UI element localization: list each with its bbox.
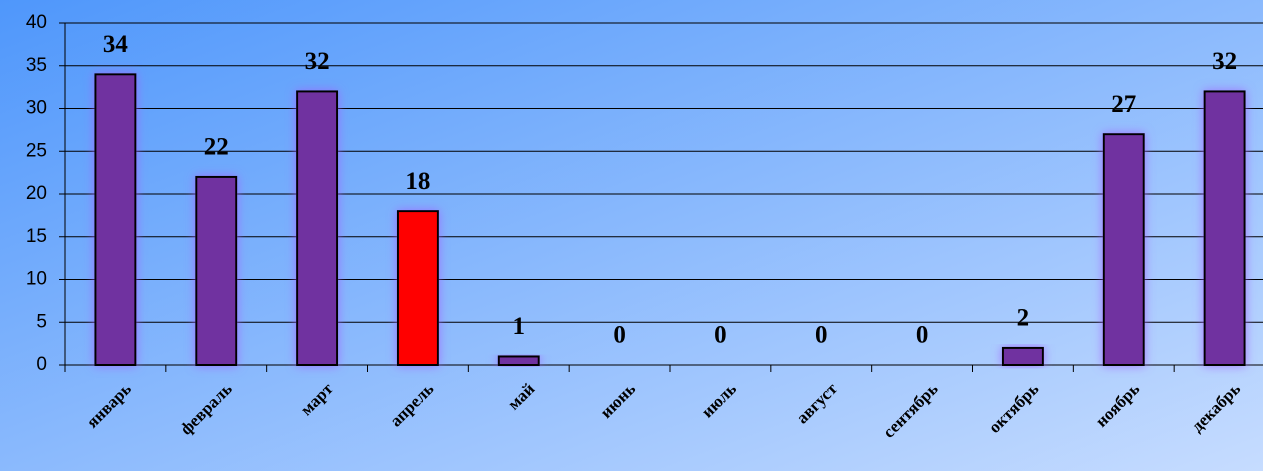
y-tick-label: 0 xyxy=(36,354,47,375)
bar xyxy=(497,355,540,367)
y-tick-label: 30 xyxy=(26,98,47,119)
bar xyxy=(1001,346,1044,366)
bar xyxy=(195,175,238,366)
bar xyxy=(296,90,339,367)
bar xyxy=(1203,90,1246,367)
data-label: 2 xyxy=(1017,305,1030,332)
data-label: 32 xyxy=(305,48,330,75)
bar xyxy=(1102,133,1145,366)
data-label: 18 xyxy=(405,168,430,195)
y-tick-label: 25 xyxy=(26,140,47,161)
data-label: 0 xyxy=(714,322,727,349)
bar xyxy=(396,210,439,366)
y-tick-label: 35 xyxy=(26,55,47,76)
y-tick-label: 10 xyxy=(26,269,47,290)
data-label: 0 xyxy=(916,322,929,349)
y-tick-label: 20 xyxy=(26,183,47,204)
data-label: 0 xyxy=(613,322,626,349)
data-label: 22 xyxy=(204,134,229,161)
y-tick-label: 5 xyxy=(36,311,47,332)
data-label: 27 xyxy=(1111,91,1136,118)
data-label: 0 xyxy=(815,322,828,349)
y-tick-label: 40 xyxy=(26,12,47,33)
data-label: 1 xyxy=(513,313,526,340)
data-label: 32 xyxy=(1212,48,1237,75)
data-label: 34 xyxy=(103,31,129,58)
bar xyxy=(94,73,137,367)
y-tick-label: 15 xyxy=(26,226,47,247)
